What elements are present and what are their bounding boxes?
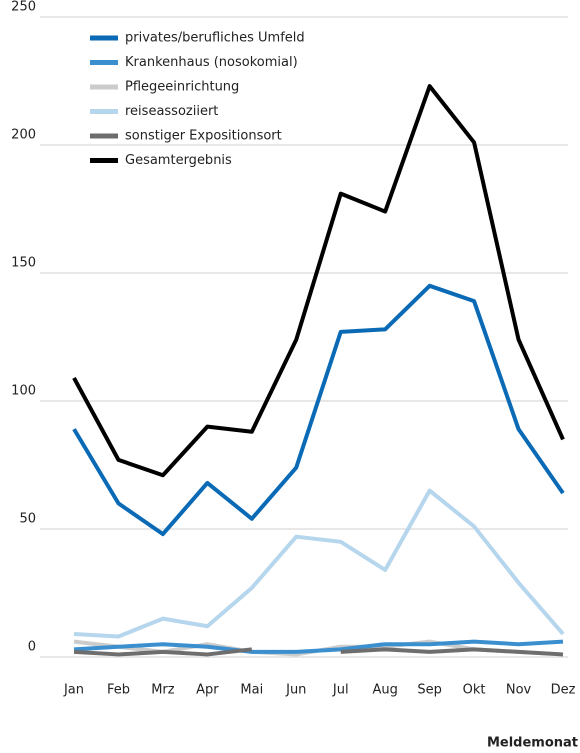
x-tick-label: Dez xyxy=(551,683,576,698)
series-line xyxy=(73,647,564,657)
x-tick-label: Apr xyxy=(196,683,219,698)
legend-label: Pflegeeinrichtung xyxy=(125,80,239,95)
series-line xyxy=(72,283,565,537)
legend-label: Gesamtergebnis xyxy=(125,153,232,168)
x-tick-label: Jan xyxy=(63,683,84,698)
y-tick-label: 100 xyxy=(11,384,36,399)
legend-label: sonstiger Expositionsort xyxy=(125,129,282,144)
x-tick-label: Nov xyxy=(506,683,532,698)
y-tick-label: 150 xyxy=(11,256,36,271)
series-line xyxy=(73,639,564,654)
series-line xyxy=(72,84,565,478)
y-tick-label: 250 xyxy=(11,0,36,15)
x-tick-label: Jun xyxy=(285,683,306,698)
x-tick-label: Feb xyxy=(107,683,130,698)
x-tick-label: Okt xyxy=(463,683,486,698)
legend-label: reiseassoziiert xyxy=(125,104,218,119)
y-tick-label: 50 xyxy=(19,512,36,527)
legend-label: privates/berufliches Umfeld xyxy=(125,31,305,46)
x-tick-label: Mrz xyxy=(151,683,175,698)
x-tick-label: Jul xyxy=(332,683,349,698)
x-tick-label: Sep xyxy=(417,683,442,698)
y-tick-label: 0 xyxy=(28,640,36,655)
y-tick-label: 200 xyxy=(11,128,36,143)
series-line xyxy=(73,488,565,639)
legend-label: Krankenhaus (nosokomial) xyxy=(125,55,298,70)
x-tick-label: Aug xyxy=(372,683,397,698)
x-axis-label: Meldemonat xyxy=(487,736,578,751)
x-tick-label: Mai xyxy=(240,683,263,698)
